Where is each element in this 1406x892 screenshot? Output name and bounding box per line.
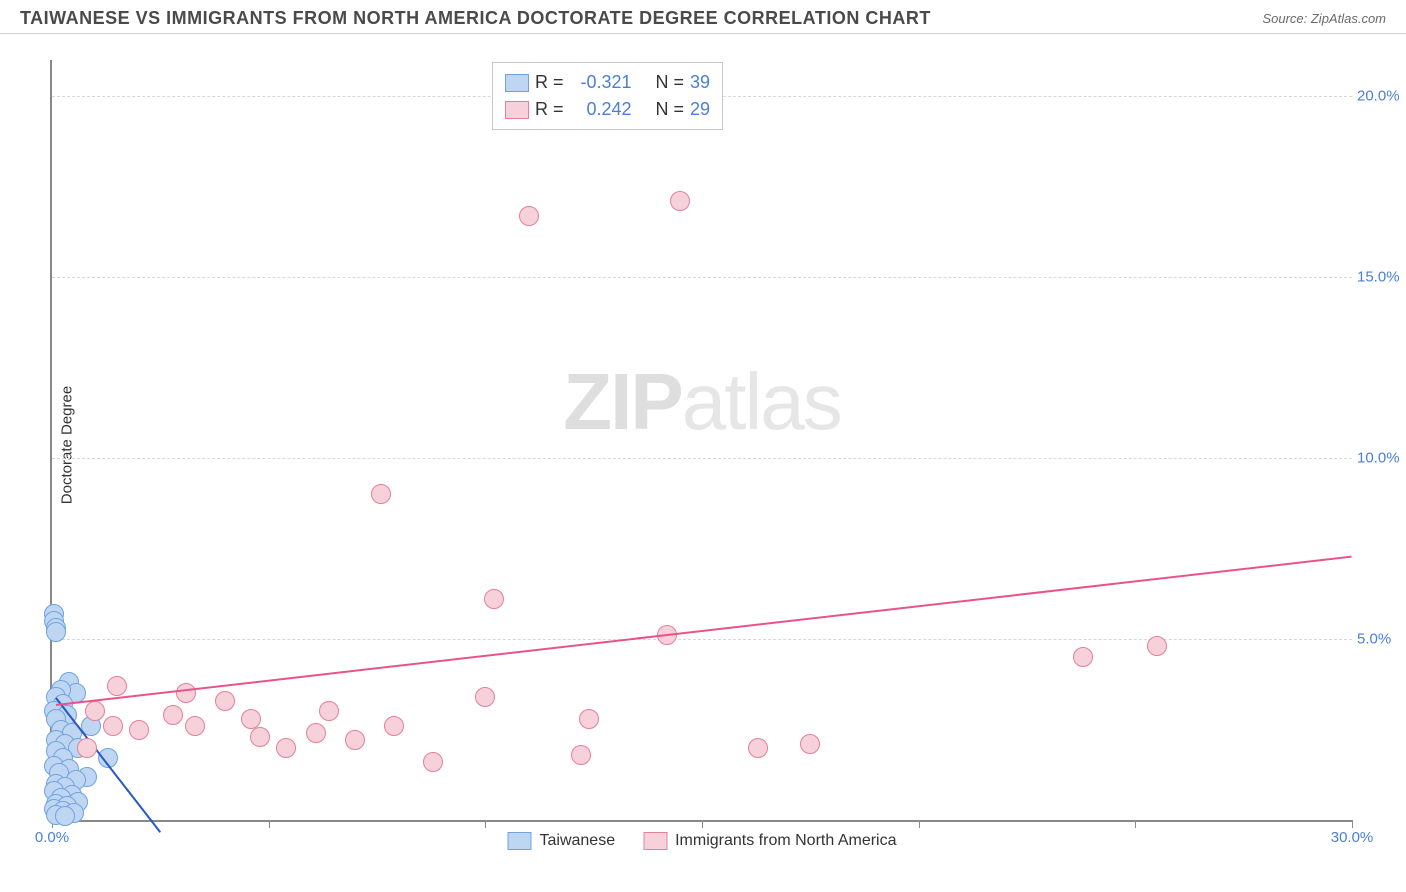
legend-swatch (643, 832, 667, 850)
chart-header: TAIWANESE VS IMMIGRANTS FROM NORTH AMERI… (0, 0, 1406, 34)
legend-r-value: 0.242 (570, 96, 632, 123)
legend-n-value: 29 (690, 96, 710, 123)
data-point (46, 622, 66, 642)
data-point (241, 709, 261, 729)
y-tick-label: 5.0% (1357, 631, 1406, 648)
data-point (129, 720, 149, 740)
data-point (384, 716, 404, 736)
y-tick-label: 20.0% (1357, 88, 1406, 105)
data-point (670, 191, 690, 211)
legend-label: Immigrants from North America (675, 832, 896, 850)
chart-title: TAIWANESE VS IMMIGRANTS FROM NORTH AMERI… (20, 8, 931, 29)
data-point (107, 676, 127, 696)
legend-row: R =-0.321 N =39 (505, 69, 710, 96)
trend-line (56, 556, 1352, 706)
chart-source: Source: ZipAtlas.com (1262, 11, 1386, 26)
x-tick (702, 820, 703, 828)
legend-swatch (505, 74, 529, 92)
data-point (163, 705, 183, 725)
series-legend: Taiwanese Immigrants from North America (508, 832, 897, 850)
legend-r-label: R = (535, 96, 564, 123)
data-point (571, 745, 591, 765)
data-point (176, 683, 196, 703)
x-tick-label: 0.0% (35, 829, 69, 846)
legend-item: Taiwanese (508, 832, 616, 850)
data-point (519, 206, 539, 226)
data-point (423, 752, 443, 772)
data-point (475, 687, 495, 707)
legend-item: Immigrants from North America (643, 832, 896, 850)
gridline-h (52, 277, 1352, 278)
data-point (250, 727, 270, 747)
data-point (579, 709, 599, 729)
chart-area: Doctorate Degree ZIPatlas 5.0%10.0%15.0%… (0, 40, 1406, 850)
legend-label: Taiwanese (540, 832, 616, 850)
data-point (85, 701, 105, 721)
data-point (319, 701, 339, 721)
x-tick (1352, 820, 1353, 828)
legend-n-label: N = (656, 69, 685, 96)
x-tick (269, 820, 270, 828)
legend-row: R =0.242 N =29 (505, 96, 710, 123)
x-tick (485, 820, 486, 828)
legend-n-label: N = (656, 96, 685, 123)
data-point (185, 716, 205, 736)
data-point (215, 691, 235, 711)
data-point (371, 484, 391, 504)
x-tick (1135, 820, 1136, 828)
scatter-plot: ZIPatlas 5.0%10.0%15.0%20.0%0.0%30.0%R =… (50, 60, 1352, 822)
data-point (345, 730, 365, 750)
data-point (1073, 647, 1093, 667)
data-point (800, 734, 820, 754)
legend-r-label: R = (535, 69, 564, 96)
gridline-h (52, 458, 1352, 459)
data-point (306, 723, 326, 743)
legend-swatch (505, 101, 529, 119)
data-point (77, 738, 97, 758)
y-tick-label: 15.0% (1357, 269, 1406, 286)
data-point (484, 589, 504, 609)
data-point (1147, 636, 1167, 656)
data-point (748, 738, 768, 758)
correlation-legend: R =-0.321 N =39 R =0.242 N =29 (492, 62, 723, 130)
legend-n-value: 39 (690, 69, 710, 96)
watermark: ZIPatlas (563, 356, 840, 448)
legend-swatch (508, 832, 532, 850)
data-point (55, 806, 75, 826)
x-tick (919, 820, 920, 828)
data-point (276, 738, 296, 758)
data-point (103, 716, 123, 736)
x-tick-label: 30.0% (1331, 829, 1374, 846)
y-tick-label: 10.0% (1357, 450, 1406, 467)
legend-r-value: -0.321 (570, 69, 632, 96)
